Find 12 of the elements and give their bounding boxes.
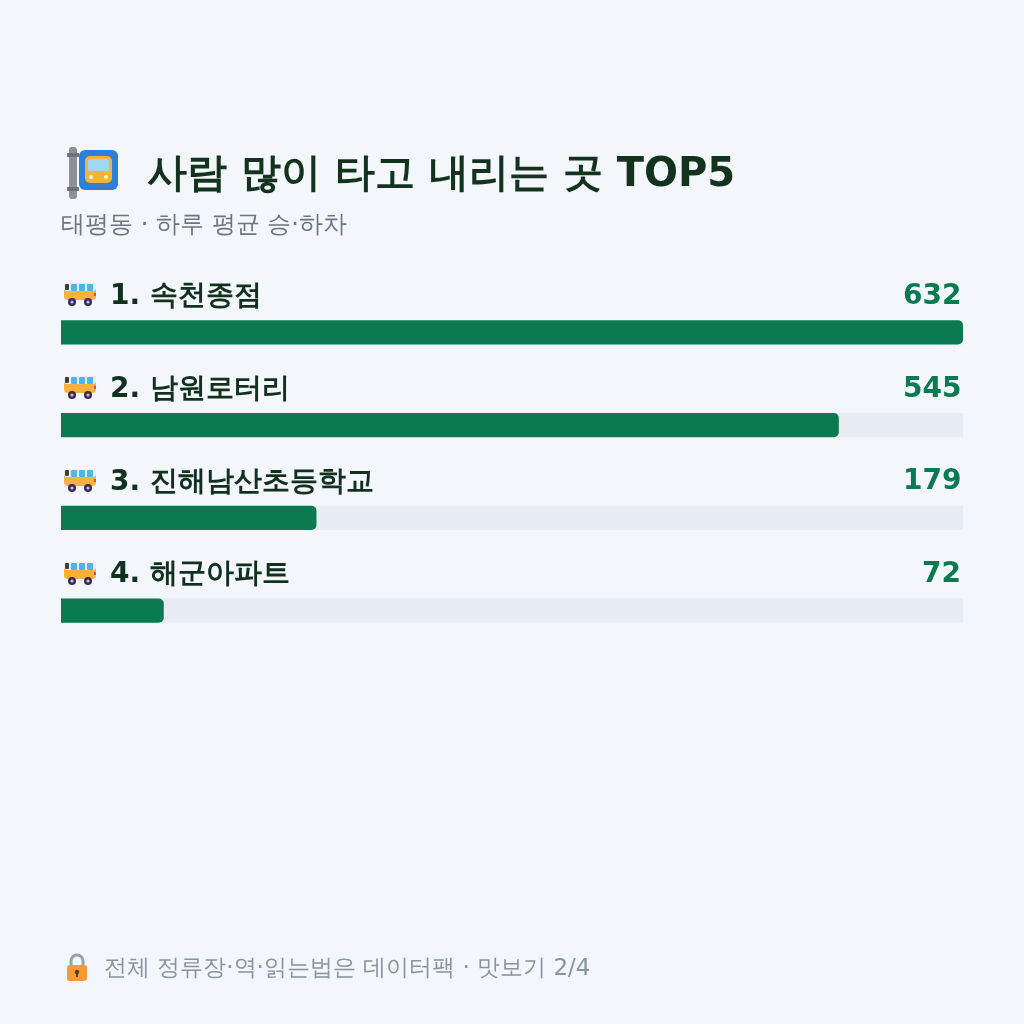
chart-title: 사람 많이 타고 내리는 곳 TOP5	[147, 148, 736, 197]
chart-subtitle: 태평동 · 하루 평균 승·하차	[61, 209, 347, 240]
text: 전체 정류장·역·읽는법은 데이터팩 · 맛보기 2/4	[104, 953, 591, 982]
y-tick-label: 1. 속천종점	[110, 278, 262, 312]
data-label: 545	[903, 371, 962, 404]
y-tick-label: 3. 진해남산초등학교	[110, 463, 374, 497]
bar	[61, 598, 164, 623]
data-label: 632	[903, 278, 962, 311]
data-label: 179	[903, 463, 962, 496]
y-tick-label: 2. 남원로터리	[110, 370, 290, 404]
data-label: 72	[922, 556, 961, 589]
y-tick-label: 4. 해군아파트	[110, 556, 290, 590]
